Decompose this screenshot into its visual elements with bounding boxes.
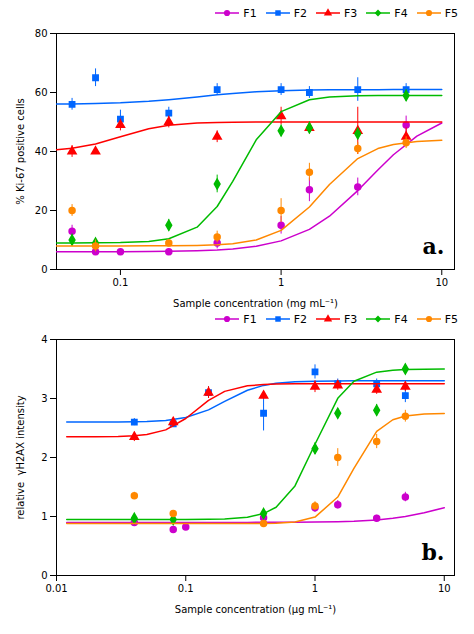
html-text:F3: F3 bbox=[344, 312, 358, 326]
svg-text:1: 1 bbox=[41, 511, 47, 522]
svg-text:10: 10 bbox=[435, 277, 448, 288]
svg-text:a.: a. bbox=[423, 233, 445, 259]
html-text:F5: F5 bbox=[444, 312, 458, 326]
svg-text:relative γH2AX intensity: relative γH2AX intensity bbox=[15, 395, 26, 519]
svg-text:Sample concentration (mg mL⁻¹): Sample concentration (mg mL⁻¹) bbox=[173, 298, 338, 309]
svg-text:10: 10 bbox=[438, 583, 451, 594]
svg-text:80: 80 bbox=[35, 28, 48, 39]
html-text:F1: F1 bbox=[243, 6, 257, 20]
html-text:F5: F5 bbox=[444, 6, 458, 20]
svg-text:0: 0 bbox=[41, 570, 47, 581]
svg-text:0.01: 0.01 bbox=[45, 583, 67, 594]
html-text:F4: F4 bbox=[394, 312, 408, 326]
html-text:F1: F1 bbox=[243, 312, 257, 326]
html-text:F4: F4 bbox=[394, 6, 408, 20]
svg-text:0: 0 bbox=[41, 264, 47, 275]
svg-text:1: 1 bbox=[278, 277, 284, 288]
svg-text:0.1: 0.1 bbox=[112, 277, 128, 288]
svg-text:2: 2 bbox=[41, 452, 47, 463]
svg-text:4: 4 bbox=[41, 334, 47, 345]
svg-text:1: 1 bbox=[312, 583, 318, 594]
html-text:F3: F3 bbox=[344, 6, 358, 20]
html-text:F2: F2 bbox=[293, 312, 307, 326]
html-text:F2: F2 bbox=[293, 6, 307, 20]
svg-text:40: 40 bbox=[35, 146, 48, 157]
svg-text:60: 60 bbox=[35, 87, 48, 98]
svg-text:3: 3 bbox=[41, 393, 47, 404]
svg-text:0.1: 0.1 bbox=[178, 583, 194, 594]
svg-text:20: 20 bbox=[35, 205, 48, 216]
svg-text:Sample concentration (μg mL⁻¹): Sample concentration (μg mL⁻¹) bbox=[175, 604, 337, 615]
svg-text:b.: b. bbox=[421, 539, 444, 565]
svg-text:% Ki-67 positive cells: % Ki-67 positive cells bbox=[15, 98, 26, 204]
